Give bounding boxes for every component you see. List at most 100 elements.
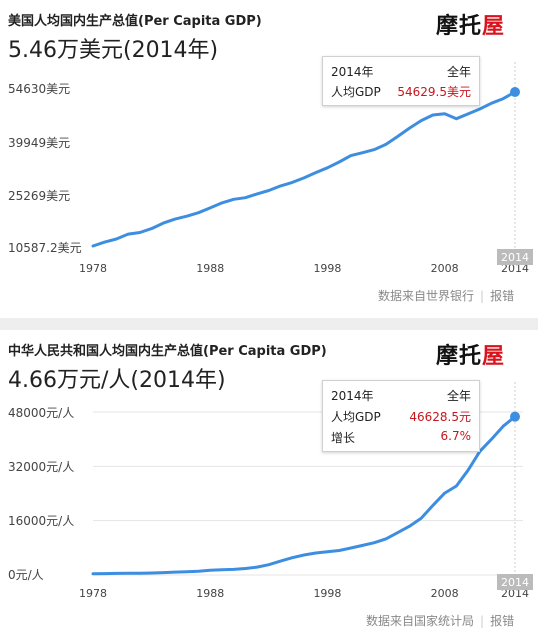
data-point [162,572,164,574]
gdp-line [91,90,517,248]
source-link[interactable]: 数据来自国家统计局 [366,614,475,628]
data-point [197,212,200,214]
data-point [244,197,246,199]
data-point [420,517,422,519]
data-point [338,161,340,163]
data-point [502,97,504,100]
data-point [432,114,434,116]
data-point [303,177,305,179]
source-link[interactable]: 数据来自世界银行 [378,289,475,303]
tooltip-period: 全年 [446,389,471,403]
chart-tooltip: 2014年 全年 人均GDP 54629.5美元 [322,56,480,106]
data-point [268,189,270,192]
y-tick-label: 48000元/人 [8,406,74,420]
x-tick-label: 1998 [313,262,341,275]
x-tick-label: 1988 [196,587,224,600]
data-point [115,238,118,240]
tooltip-period: 全年 [446,65,471,79]
data-point [279,560,282,562]
us-gdp-chart[interactable]: 10587.2美元 25269美元 39949美元 54630美元 1978 1988 19… [0,0,538,318]
data-point [385,143,387,145]
x-tick-label: 1998 [313,587,341,600]
highlight-point [510,87,520,98]
data-point [92,245,94,247]
y-tick-label: 0元/人 [8,568,44,582]
data-point [115,572,118,575]
data-point [490,102,493,104]
data-point [291,181,293,183]
data-point [455,118,457,120]
logo: 摩托屋 [436,8,505,40]
y-tick-label: 10587.2美元 [8,241,82,255]
data-point [104,572,106,575]
data-point [338,549,340,552]
data-point [490,438,493,440]
x-tick-label: 2014 [501,587,529,600]
cn-gdp-chart[interactable]: 0元/人 16000元/人 32000元/人 48000元/人 1978 1988 1998… [0,330,538,643]
data-point [221,202,223,204]
data-point [186,571,188,573]
chart-footer: 数据来自国家统计局 | 报错 [366,614,515,628]
data-point [104,241,106,243]
data-point [326,551,329,553]
data-point [350,154,352,157]
y-tick-label: 16000元/人 [8,514,74,528]
data-point [420,120,422,122]
x-tick-label: 1978 [79,587,107,600]
year-badge [497,249,533,265]
tooltip-year: 2014年 [331,65,374,79]
data-point [186,215,188,217]
data-point [373,148,375,151]
chart-headline: 4.66万元/人(2014年) [8,368,226,393]
logo: 摩托屋 [436,338,505,370]
data-point [92,573,94,575]
y-tick-label: 25269美元 [8,189,70,203]
data-point [397,135,399,138]
tooltip-label: 人均GDP [331,85,381,99]
data-point [385,538,387,540]
chart-headline: 5.46万美元(2014年) [8,38,219,63]
data-point [432,504,434,506]
data-point [244,567,246,570]
year-badge-label: 2014 [501,251,529,264]
report-error-link[interactable]: 报错 [490,614,515,628]
chart-title: 中华人民共和国人均国内生产总值(Per Capita GDP) [8,344,327,359]
data-point [139,231,141,234]
logo-part1: 摩托 [436,14,483,39]
logo-part2: 屋 [482,14,506,39]
data-point [455,485,457,487]
chart-tooltip: 2014年 全年 人均GDP 46628.5元 增长 6.7% [322,380,480,452]
data-point [174,571,176,573]
data-point [444,113,446,115]
x-tick-label: 1988 [196,262,224,275]
logo-part2: 屋 [482,344,506,369]
data-point [209,207,211,209]
tooltip-value: 54629.5美元 [397,85,471,99]
y-tick-label: 32000元/人 [8,460,74,474]
data-point [256,193,258,195]
data-point [209,569,211,571]
tooltip-growth-value: 6.7% [440,429,472,443]
chart-title: 美国人均国内生产总值(Per Capita GDP) [8,14,262,29]
report-error-link[interactable]: 报错 [490,289,515,303]
tooltip-growth-label: 增长 [331,431,356,445]
data-point [268,564,270,566]
data-point [256,566,258,568]
data-point [467,469,469,471]
year-badge-label: 2014 [501,576,529,589]
data-point [279,185,282,187]
x-tick-label: 2008 [431,587,459,600]
data-point [315,552,317,554]
data-point [373,542,375,544]
data-point [174,218,176,220]
data-point [233,198,235,200]
highlight-point [510,411,520,422]
x-tick-label: 1978 [79,262,107,275]
data-point [221,569,223,571]
data-point [502,425,504,427]
data-point [350,547,352,549]
data-point [233,568,235,570]
data-point [397,531,399,534]
y-tick-label: 39949美元 [8,136,70,150]
x-tick-label: 2008 [431,262,459,275]
